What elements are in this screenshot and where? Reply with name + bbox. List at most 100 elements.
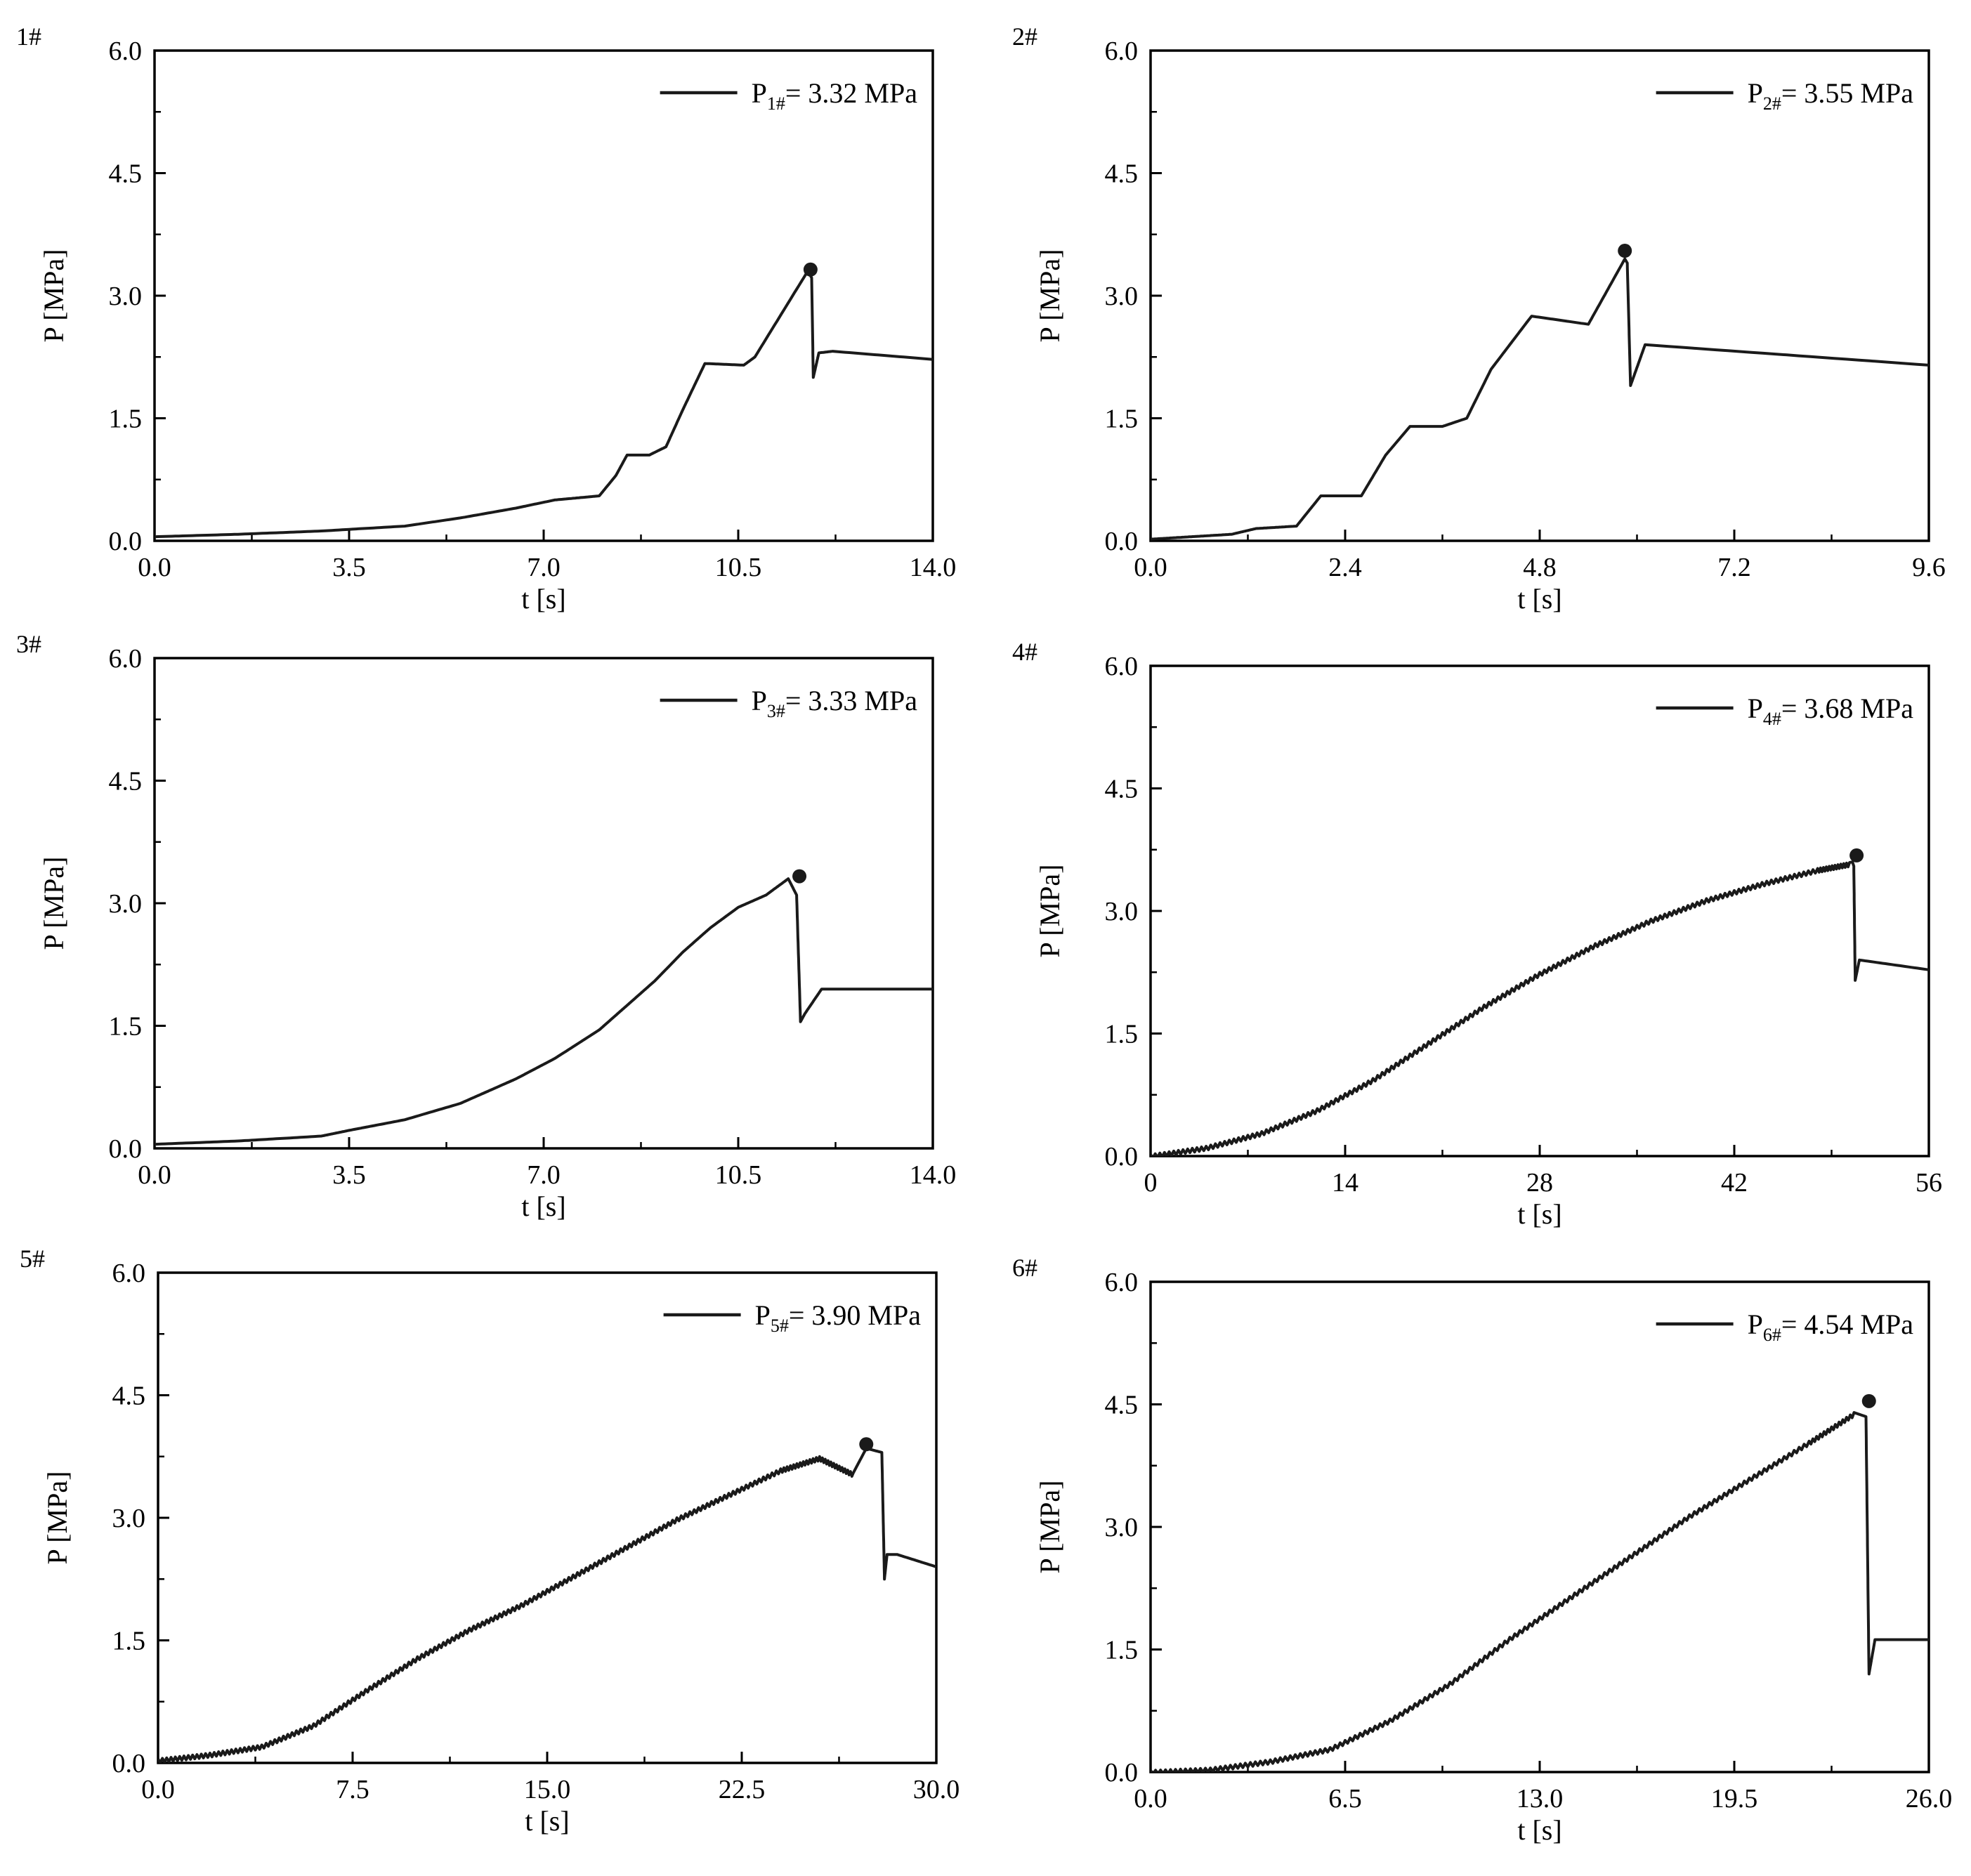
y-tick-label: 4.5: [112, 1382, 146, 1411]
chart-panel-1: 0.0 1.5 3.0 4.5 6.0 0.0 3.5 7.0 10.5 14.0 t [s] P […: [16, 22, 956, 615]
chart-panel-2: 0.0 1.5 3.0 4.5 6.0 0.0 2.4 4.8 7.2 9.6 t [s] P [MP…: [1012, 22, 1946, 615]
legend: P3#= 3.33 MPa: [660, 685, 918, 721]
y-tick-label: 4.5: [1105, 159, 1139, 189]
y-tick-label: 1.5: [1105, 405, 1139, 434]
plot-frame: [153, 49, 934, 542]
y-tick-label: 6.0: [1105, 37, 1139, 66]
legend: P5#= 3.90 MPa: [663, 1299, 922, 1336]
series-line: [1151, 860, 1929, 1156]
x-tick-label: 9.6: [1912, 553, 1946, 582]
y-tick-label: 1.5: [109, 1012, 143, 1042]
y-axis-label: P [MPa]: [1034, 1481, 1066, 1574]
peak-marker: [803, 262, 818, 277]
x-tick-label: 14.0: [910, 553, 957, 582]
x-tick-label: 7.0: [527, 1160, 561, 1190]
y-tick-label: 6.0: [1105, 652, 1139, 681]
x-tick-label: 7.5: [336, 1775, 369, 1804]
x-tick-label: 3.5: [332, 1160, 366, 1190]
x-axis-label: t [s]: [1517, 1198, 1561, 1230]
y-tick-label: 3.0: [1105, 1513, 1139, 1542]
y-axis-label: P [MPa]: [38, 249, 70, 343]
x-tick-label: 0.0: [141, 1775, 175, 1804]
x-axis-label: t [s]: [1517, 1814, 1561, 1846]
y-tick-label: 0.0: [1105, 527, 1139, 556]
y-tick-label: 0.0: [109, 1134, 143, 1164]
x-tick-label: 2.4: [1328, 553, 1362, 582]
x-tick-label: 30.0: [913, 1775, 960, 1804]
legend-label: P4#= 3.68 MPa: [1748, 693, 1914, 729]
series-line: [155, 270, 933, 539]
peak-marker: [859, 1437, 874, 1452]
panel-label: 2#: [1012, 22, 1037, 51]
chart-panel-4: 0.0 1.5 3.0 4.5 6.0 0 14 28 42 56 t [s] P [MPa] 4# P4…: [1012, 638, 1942, 1230]
peak-marker: [1861, 1393, 1876, 1408]
x-tick-label: 3.5: [332, 553, 366, 582]
y-axis-label: P [MPa]: [38, 857, 70, 950]
panel-label: 3#: [16, 630, 41, 658]
plot-frame: [1149, 1280, 1930, 1773]
series-line: [1151, 1411, 1929, 1772]
x-axis-label: t [s]: [521, 583, 565, 615]
legend-label: P2#= 3.55 MPa: [1748, 77, 1914, 114]
panel-label: 6#: [1012, 1254, 1037, 1282]
x-tick-label: 10.5: [715, 1160, 762, 1190]
x-tick-label: 0.0: [138, 1160, 171, 1190]
x-tick-label: 10.5: [715, 553, 762, 582]
legend-label: P3#= 3.33 MPa: [752, 685, 918, 721]
y-tick-label: 6.0: [109, 37, 143, 66]
legend: P1#= 3.32 MPa: [660, 77, 917, 114]
series-line: [155, 877, 933, 1146]
x-tick-label: 6.5: [1328, 1784, 1362, 1813]
y-tick-label: 6.0: [1105, 1268, 1139, 1297]
plot-frame: [1149, 664, 1930, 1157]
y-tick-label: 4.5: [109, 159, 143, 189]
x-axis-label: t [s]: [525, 1805, 569, 1837]
x-tick-label: 14: [1332, 1168, 1358, 1198]
peak-marker: [792, 869, 807, 884]
y-tick-label: 3.0: [109, 889, 143, 919]
plot-frame: [157, 1271, 938, 1764]
chart-panel-3: 0.0 1.5 3.0 4.5 6.0 0.0 3.5 7.0 10.5 14.0 t [s] P […: [16, 630, 956, 1222]
y-tick-label: 3.0: [112, 1504, 146, 1533]
y-tick-label: 3.0: [1105, 282, 1139, 311]
x-tick-label: 7.0: [527, 553, 561, 582]
x-tick-label: 0.0: [1134, 553, 1167, 582]
y-axis-label: P [MPa]: [1034, 865, 1066, 958]
y-axis-label: P [MPa]: [1034, 249, 1066, 343]
y-tick-label: 0.0: [109, 527, 143, 556]
x-tick-label: 42: [1721, 1168, 1748, 1198]
x-tick-label: 4.8: [1523, 553, 1557, 582]
y-tick-label: 1.5: [109, 405, 143, 434]
panel-label: 4#: [1012, 638, 1037, 666]
x-axis-label: t [s]: [1517, 583, 1561, 615]
chart-panel-5: 0.0 1.5 3.0 4.5 6.0 0.0 7.5 15.0 22.5 30.0 t [s] P …: [20, 1245, 960, 1837]
y-tick-label: 4.5: [1105, 775, 1139, 804]
legend-label: P5#= 3.90 MPa: [755, 1299, 922, 1336]
peak-marker: [1618, 244, 1632, 258]
y-tick-label: 1.5: [1105, 1020, 1139, 1049]
x-axis-label: t [s]: [521, 1190, 565, 1222]
y-tick-label: 3.0: [109, 282, 143, 311]
legend-label: P6#= 4.54 MPa: [1748, 1308, 1914, 1345]
y-tick-label: 4.5: [1105, 1391, 1139, 1420]
x-tick-label: 15.0: [524, 1775, 571, 1804]
panel-label: 5#: [20, 1245, 45, 1273]
y-tick-label: 0.0: [1105, 1142, 1139, 1172]
x-tick-label: 0.0: [138, 553, 171, 582]
x-tick-label: 0.0: [1134, 1784, 1167, 1813]
x-tick-label: 14.0: [910, 1160, 957, 1190]
legend: P6#= 4.54 MPa: [1656, 1308, 1914, 1345]
chart-panel-6: 0.0 1.5 3.0 4.5 6.0 0.0 6.5 13.0 19.5 26.0 t [s] P …: [1012, 1254, 1952, 1846]
peak-marker: [1849, 848, 1864, 862]
series-line: [158, 1447, 936, 1763]
y-tick-label: 3.0: [1105, 897, 1139, 926]
y-tick-label: 6.0: [109, 644, 143, 674]
y-tick-label: 1.5: [1105, 1636, 1139, 1665]
x-tick-label: 22.5: [719, 1775, 766, 1804]
y-axis-label: P [MPa]: [41, 1471, 73, 1565]
x-tick-label: 7.2: [1717, 553, 1751, 582]
panel-label: 1#: [16, 22, 41, 51]
y-tick-label: 0.0: [1105, 1758, 1139, 1788]
x-tick-label: 0: [1144, 1168, 1158, 1198]
plot-frame: [153, 657, 934, 1150]
